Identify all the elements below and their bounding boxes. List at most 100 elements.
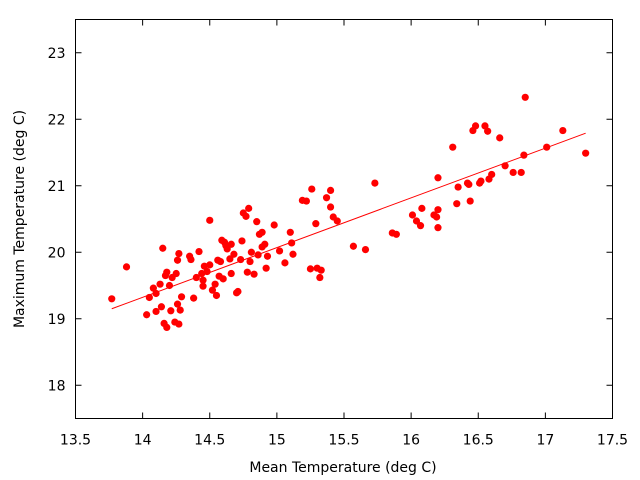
data-point	[361, 245, 370, 254]
data-point	[434, 206, 442, 214]
data-point	[517, 168, 525, 177]
data-point	[175, 320, 183, 328]
data-point	[203, 267, 211, 276]
data-point	[152, 307, 160, 316]
y-tick-label: 21	[48, 179, 66, 195]
data-point	[326, 203, 335, 211]
data-point	[108, 295, 116, 303]
data-point	[289, 250, 297, 258]
data-point	[496, 134, 504, 142]
data-point	[559, 126, 567, 135]
data-point	[163, 323, 171, 331]
data-point	[227, 269, 235, 278]
data-point	[237, 255, 245, 264]
data-point	[434, 224, 442, 232]
data-point	[449, 143, 457, 151]
data-point	[192, 273, 200, 282]
data-point	[333, 217, 341, 225]
data-point	[261, 240, 269, 248]
data-point	[219, 275, 227, 283]
data-point	[254, 251, 262, 259]
x-axis-title: Mean Temperature (deg C)	[249, 460, 436, 476]
data-point	[471, 122, 480, 130]
data-point	[520, 151, 528, 159]
data-point	[216, 257, 225, 266]
data-point	[326, 186, 335, 195]
data-point	[247, 248, 255, 256]
data-point	[157, 303, 166, 311]
data-point	[465, 180, 473, 189]
data-point	[258, 228, 266, 236]
data-point	[501, 162, 509, 170]
data-point	[206, 261, 214, 269]
x-tick-label: 13.5	[60, 433, 91, 449]
y-tick-label: 20	[48, 245, 66, 261]
y-tick-label: 18	[48, 378, 66, 394]
regression-line	[111, 132, 586, 310]
data-point	[149, 284, 157, 292]
x-tick-label: 16	[402, 433, 420, 449]
data-point	[199, 282, 207, 290]
y-tick-label: 19	[48, 312, 66, 328]
data-point	[195, 247, 203, 256]
data-point	[509, 168, 517, 177]
x-tick-label: 15	[268, 433, 286, 449]
data-point	[433, 213, 441, 221]
data-point	[543, 143, 551, 151]
data-points	[108, 93, 590, 331]
data-point	[172, 269, 180, 278]
data-point	[306, 265, 315, 273]
data-point	[270, 221, 278, 229]
data-point	[212, 291, 221, 300]
data-point	[159, 244, 167, 252]
y-axis-ticks: 18 19 20 21 22 23	[48, 46, 613, 394]
data-point	[238, 237, 246, 245]
data-point	[286, 228, 294, 236]
x-axis-ticks: 13.5 14 14.5 15 15.5 16 16.5 17 17.5	[60, 19, 628, 449]
x-tick-label: 15.5	[328, 433, 359, 449]
data-point	[582, 149, 590, 157]
data-point	[263, 252, 272, 260]
x-tick-label: 17.5	[597, 433, 628, 449]
data-point	[177, 293, 186, 301]
data-point	[243, 268, 251, 276]
data-point	[312, 220, 320, 228]
data-point	[481, 122, 489, 130]
data-point	[308, 185, 316, 193]
data-point	[167, 307, 175, 315]
data-point	[371, 179, 379, 187]
data-point	[250, 270, 258, 278]
x-tick-label: 14	[134, 433, 152, 449]
data-point	[488, 170, 496, 179]
y-axis-title: Maximum Temperature (deg C)	[12, 110, 28, 328]
data-point	[454, 183, 462, 191]
data-point	[234, 287, 242, 296]
data-point	[322, 194, 331, 202]
data-point	[226, 255, 234, 263]
data-point	[143, 311, 151, 319]
data-point	[175, 249, 183, 258]
data-point	[392, 230, 400, 238]
data-point	[122, 263, 131, 271]
data-point	[206, 216, 214, 224]
data-point	[317, 266, 325, 274]
data-point	[253, 218, 261, 226]
data-point	[349, 242, 357, 250]
data-point	[145, 293, 153, 302]
data-point	[262, 264, 270, 272]
y-tick-label: 22	[48, 112, 66, 128]
data-point	[173, 256, 182, 264]
data-point	[246, 257, 254, 266]
data-point	[187, 255, 195, 264]
data-point	[275, 247, 284, 255]
data-point	[200, 262, 208, 270]
data-point	[173, 300, 182, 308]
data-point	[230, 250, 238, 258]
data-point	[165, 281, 174, 290]
data-point	[418, 204, 426, 212]
x-tick-label: 17	[536, 433, 554, 449]
data-point	[288, 239, 296, 247]
x-tick-label: 14.5	[194, 433, 225, 449]
data-point	[521, 93, 529, 101]
